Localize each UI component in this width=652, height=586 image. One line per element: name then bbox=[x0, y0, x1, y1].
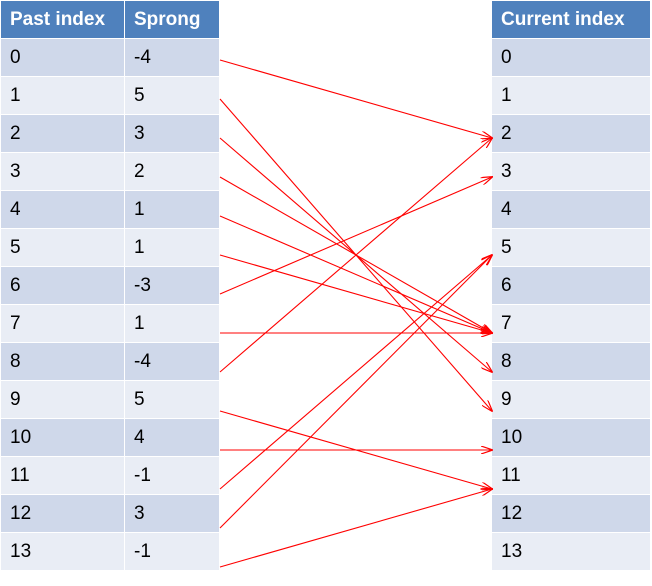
sprong-cell: 5 bbox=[125, 77, 220, 115]
past-index-cell: 6 bbox=[1, 267, 125, 305]
current-index-cell: 2 bbox=[492, 115, 651, 153]
mapping-arrow bbox=[219, 177, 492, 295]
current-row: 7 bbox=[492, 305, 651, 343]
past-index-table: Past index Sprong 0 -4 1 5 2 3 3 2 4 1 5 1 6 -3 7 1 8 -4 9… bbox=[1, 1, 220, 571]
past-index-cell: 5 bbox=[1, 229, 125, 267]
current-index-cell: 10 bbox=[492, 419, 651, 457]
current-index-cell: 12 bbox=[492, 495, 651, 533]
sprong-cell: 3 bbox=[125, 115, 220, 153]
past-index-cell: 13 bbox=[1, 533, 125, 571]
past-index-cell: 7 bbox=[1, 305, 125, 343]
past-index-cell: 8 bbox=[1, 343, 125, 381]
current-row: 12 bbox=[492, 495, 651, 533]
current-row: 11 bbox=[492, 457, 651, 495]
past-row: 6 -3 bbox=[1, 267, 220, 305]
header-current-index: Current index bbox=[492, 1, 651, 39]
past-index-cell: 11 bbox=[1, 457, 125, 495]
current-row: 10 bbox=[492, 419, 651, 457]
past-index-cell: 1 bbox=[1, 77, 125, 115]
mapping-arrow bbox=[219, 255, 492, 490]
past-index-cell: 10 bbox=[1, 419, 125, 457]
mapping-arrow bbox=[219, 255, 492, 529]
past-row: 10 4 bbox=[1, 419, 220, 457]
mapping-arrow bbox=[219, 59, 492, 138]
current-row: 6 bbox=[492, 267, 651, 305]
current-index-cell: 7 bbox=[492, 305, 651, 343]
sprong-cell: -3 bbox=[125, 267, 220, 305]
current-index-cell: 1 bbox=[492, 77, 651, 115]
mapping-arrow bbox=[219, 138, 492, 373]
past-row: 11 -1 bbox=[1, 457, 220, 495]
current-row: 4 bbox=[492, 191, 651, 229]
current-index-cell: 9 bbox=[492, 381, 651, 419]
current-row: 9 bbox=[492, 381, 651, 419]
current-index-cell: 13 bbox=[492, 533, 651, 571]
sprong-cell: 1 bbox=[125, 229, 220, 267]
current-index-table: Current index 0 1 2 3 4 5 6 7 8 9 10 11 12 13 bbox=[492, 1, 651, 571]
sprong-cell: 1 bbox=[125, 191, 220, 229]
past-index-cell: 4 bbox=[1, 191, 125, 229]
header-sprong: Sprong bbox=[125, 1, 220, 39]
past-row: 12 3 bbox=[1, 495, 220, 533]
current-index-cell: 4 bbox=[492, 191, 651, 229]
past-index-cell: 3 bbox=[1, 153, 125, 191]
sprong-cell: 1 bbox=[125, 305, 220, 343]
past-row: 0 -4 bbox=[1, 39, 220, 77]
header-past-index: Past index bbox=[1, 1, 125, 39]
current-index-cell: 0 bbox=[492, 39, 651, 77]
sprong-cell: 4 bbox=[125, 419, 220, 457]
sprong-cell: -1 bbox=[125, 457, 220, 495]
sprong-cell: -4 bbox=[125, 343, 220, 381]
mapping-arrow bbox=[219, 215, 492, 333]
current-index-cell: 11 bbox=[492, 457, 651, 495]
past-row: 8 -4 bbox=[1, 343, 220, 381]
current-index-cell: 3 bbox=[492, 153, 651, 191]
current-row: 3 bbox=[492, 153, 651, 191]
sprong-cell: -1 bbox=[125, 533, 220, 571]
current-index-cell: 6 bbox=[492, 267, 651, 305]
sprong-cell: -4 bbox=[125, 39, 220, 77]
past-index-cell: 0 bbox=[1, 39, 125, 77]
current-index-cell: 8 bbox=[492, 343, 651, 381]
sprong-cell: 5 bbox=[125, 381, 220, 419]
current-row: 2 bbox=[492, 115, 651, 153]
past-index-cell: 12 bbox=[1, 495, 125, 533]
current-row: 5 bbox=[492, 229, 651, 267]
current-row: 13 bbox=[492, 533, 651, 571]
past-row: 13 -1 bbox=[1, 533, 220, 571]
mapping-arrow bbox=[219, 489, 492, 568]
sprong-cell: 2 bbox=[125, 153, 220, 191]
past-index-cell: 2 bbox=[1, 115, 125, 153]
sprong-cell: 3 bbox=[125, 495, 220, 533]
mapping-arrow bbox=[219, 254, 492, 333]
current-row: 0 bbox=[492, 39, 651, 77]
current-row: 1 bbox=[492, 77, 651, 115]
current-row: 8 bbox=[492, 343, 651, 381]
past-index-cell: 9 bbox=[1, 381, 125, 419]
current-index-cell: 5 bbox=[492, 229, 651, 267]
